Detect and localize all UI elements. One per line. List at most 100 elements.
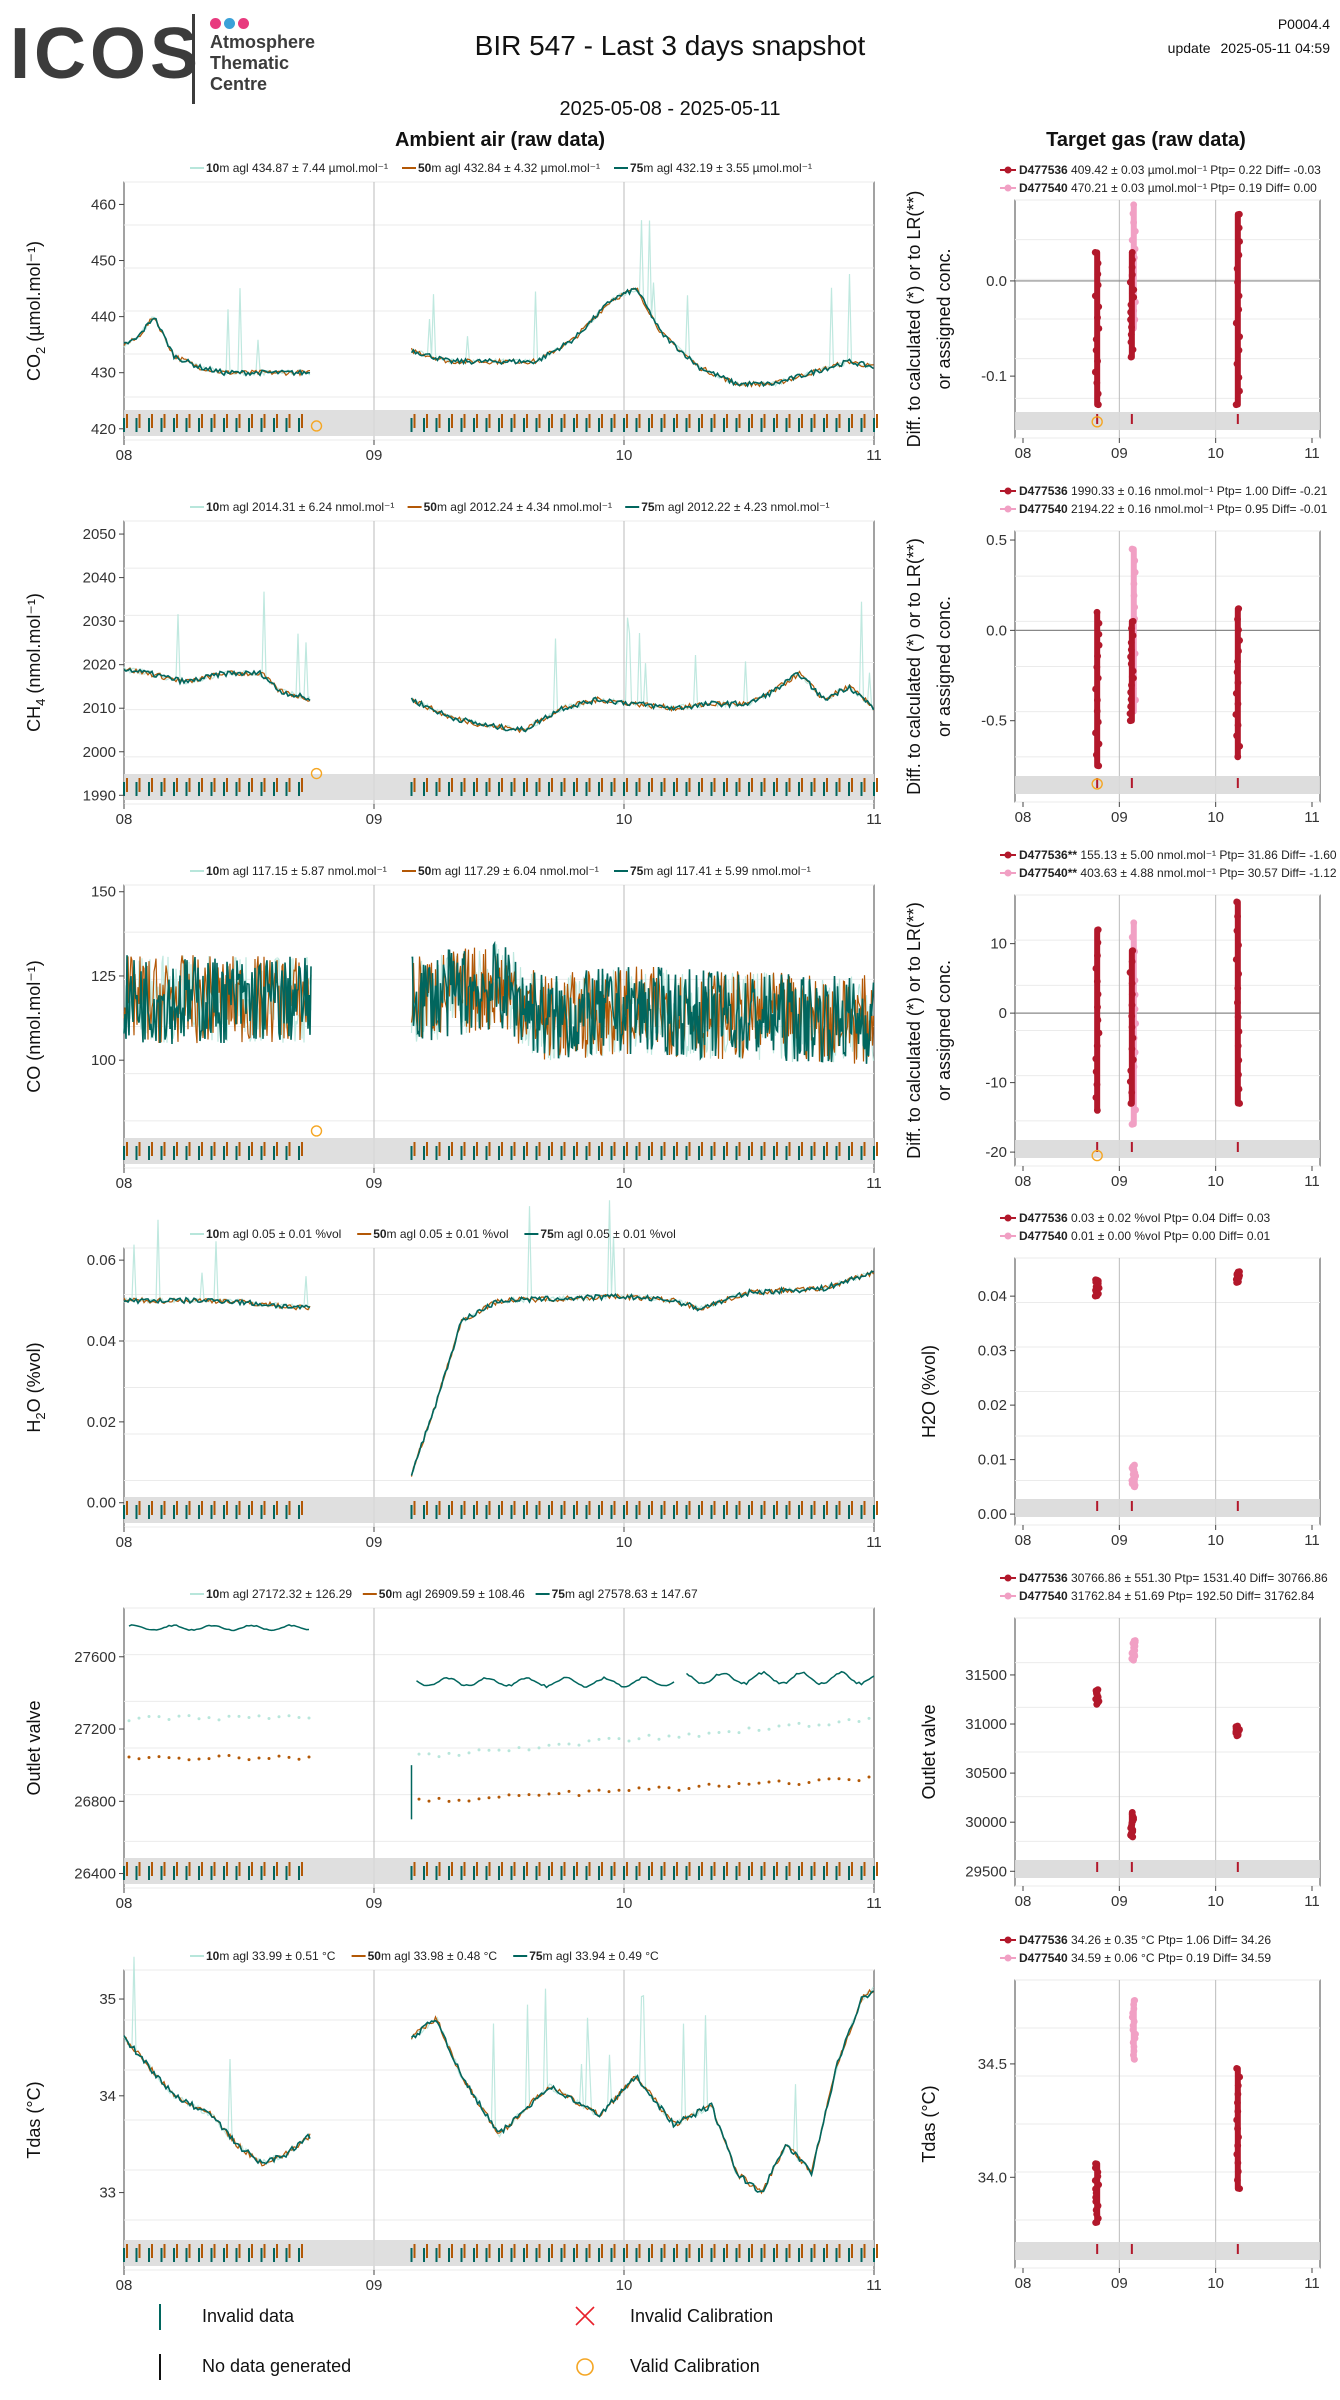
target-id: D477540	[1019, 1229, 1068, 1243]
target-stats: 31762.84 ± 51.69 Ptp= 192.50 Diff= 31762…	[1068, 1589, 1315, 1603]
target-legend-dot	[1004, 851, 1012, 859]
target-point	[1095, 325, 1103, 332]
y-tick-label: 0.5	[986, 532, 1007, 549]
x-tick-label: 11	[1304, 445, 1320, 462]
legend-height: 75	[529, 1949, 543, 1963]
series-10-point	[577, 1743, 581, 1747]
x-tick-label: 10	[616, 2277, 633, 2294]
target-point	[1095, 641, 1103, 649]
legend-height: 75	[540, 1227, 554, 1241]
series-50-point	[677, 1788, 681, 1792]
valid-cal-marker	[1091, 778, 1103, 790]
x-tick-label: 09	[1111, 809, 1128, 826]
series-50-point	[457, 1798, 461, 1802]
target-point	[1236, 1268, 1243, 1276]
target-point	[1130, 592, 1138, 599]
series-10-point	[617, 1737, 621, 1741]
target-id: D477540**	[1019, 866, 1077, 880]
target-point	[1092, 346, 1100, 354]
series-50-point	[757, 1781, 761, 1785]
series-10-point	[457, 1753, 461, 1757]
series-10-point	[587, 1739, 591, 1743]
series-10-point	[627, 1739, 631, 1743]
y-axis-label: CO2 (µmol.mol⁻¹)	[24, 241, 48, 381]
series-50-point	[237, 1756, 241, 1760]
series-10-point	[507, 1749, 511, 1753]
y-tick-label: 2030	[83, 613, 116, 630]
legend-text: m agl 432.19 ± 3.55 µmol.mol⁻¹	[643, 161, 812, 175]
legend-entry: 50m agl 26909.59 ± 108.46	[379, 1587, 525, 1601]
series-50-point	[657, 1785, 661, 1789]
y-tick-label: 1990	[83, 787, 116, 804]
target-point	[1235, 1028, 1243, 1035]
y-axis-label-part: Outlet valve	[24, 1700, 44, 1795]
legend-height: 50	[368, 1949, 382, 1963]
target-legend-entry: D477536 0.03 ± 0.02 %vol Ptp= 0.04 Diff=…	[1019, 1211, 1271, 1225]
y-axis-label-sub: 4	[33, 699, 48, 706]
target-point	[1131, 1461, 1138, 1469]
target-point	[1235, 605, 1243, 613]
target-point	[1131, 1997, 1139, 2004]
target-point	[1235, 2133, 1242, 2141]
target-point	[1131, 227, 1139, 235]
target-point	[1092, 751, 1100, 759]
series-50-point	[867, 1775, 871, 1779]
target-point	[1127, 660, 1135, 668]
legend-text: m agl 434.87 ± 7.44 µmol.mol⁻¹	[219, 161, 388, 175]
target-point	[1128, 1012, 1136, 1020]
y-tick-label: 2020	[83, 657, 116, 674]
target-stats: 403.63 ± 4.88 nmol.mol⁻¹ Ptp= 30.57 Diff…	[1077, 866, 1337, 880]
target-legend-entry: D477540 470.21 ± 0.03 µmol.mol⁻¹ Ptp= 0.…	[1019, 181, 1317, 195]
logo-text: ICOS	[10, 14, 203, 94]
target-point	[1128, 990, 1136, 998]
target-legend-entry: D477540 2194.22 ± 0.16 nmol.mol⁻¹ Ptp= 0…	[1019, 502, 1328, 516]
series-75	[416, 1676, 675, 1689]
target-id: D477536	[1019, 163, 1068, 177]
series-10-point	[597, 1737, 601, 1741]
series-50-point	[647, 1787, 651, 1791]
target-point	[1235, 292, 1243, 300]
y-tick-label: -0.5	[981, 713, 1007, 730]
series-10-point	[657, 1737, 661, 1741]
y-tick-label: 450	[91, 253, 116, 270]
y-tick-label: 29500	[965, 1863, 1007, 1880]
series-10-point	[417, 1752, 421, 1756]
series-50-point	[277, 1754, 281, 1758]
target-point	[1130, 919, 1138, 927]
target-point	[1092, 1055, 1100, 1063]
legend-text: m agl 2012.24 ± 4.34 nmol.mol⁻¹	[437, 500, 612, 514]
y-tick-label: 27200	[74, 1721, 116, 1738]
series-10-point	[837, 1720, 841, 1724]
target-point	[1234, 999, 1241, 1007]
target-point	[1127, 646, 1135, 654]
target-point	[1127, 703, 1135, 710]
target-point	[1235, 374, 1243, 381]
target-point	[1233, 668, 1241, 676]
series-10-point	[547, 1743, 551, 1747]
target-legend-entry: D477540** 403.63 ± 4.88 nmol.mol⁻¹ Ptp= …	[1019, 866, 1337, 880]
legend-text: m agl 33.98 ± 0.48 °C	[381, 1949, 497, 1963]
target-panel-h2o: 0.00 0.01 0.02 0.03 0.04 08 09 10 11 H2O (%vol) D4…	[919, 1211, 1321, 1549]
target-point	[1094, 390, 1102, 398]
target-legend-dot	[1004, 487, 1012, 495]
logo-sub-line: Thematic	[210, 53, 290, 73]
target-point	[1233, 2065, 1241, 2072]
series-10-point	[727, 1730, 731, 1734]
target-point	[1127, 639, 1135, 647]
series-10-point	[757, 1728, 761, 1732]
x-tick-label: 09	[366, 1175, 383, 1192]
series-10-point	[467, 1751, 471, 1755]
valid-cal-marker	[310, 420, 323, 432]
target-legend-dot	[1004, 1936, 1012, 1944]
series-10-point	[247, 1715, 251, 1719]
target-point	[1128, 625, 1135, 632]
target-legend-entry: D477540 0.01 ± 0.00 %vol Ptp= 0.00 Diff=…	[1019, 1229, 1271, 1243]
y-axis-label-sub: 2	[33, 347, 48, 354]
target-point	[1236, 1100, 1244, 1107]
target-y-label-2: or assigned conc.	[934, 960, 954, 1101]
target-point	[1128, 1808, 1136, 1816]
target-point	[1126, 278, 1134, 286]
series-50-point	[547, 1792, 551, 1796]
series-10-point	[567, 1742, 571, 1746]
